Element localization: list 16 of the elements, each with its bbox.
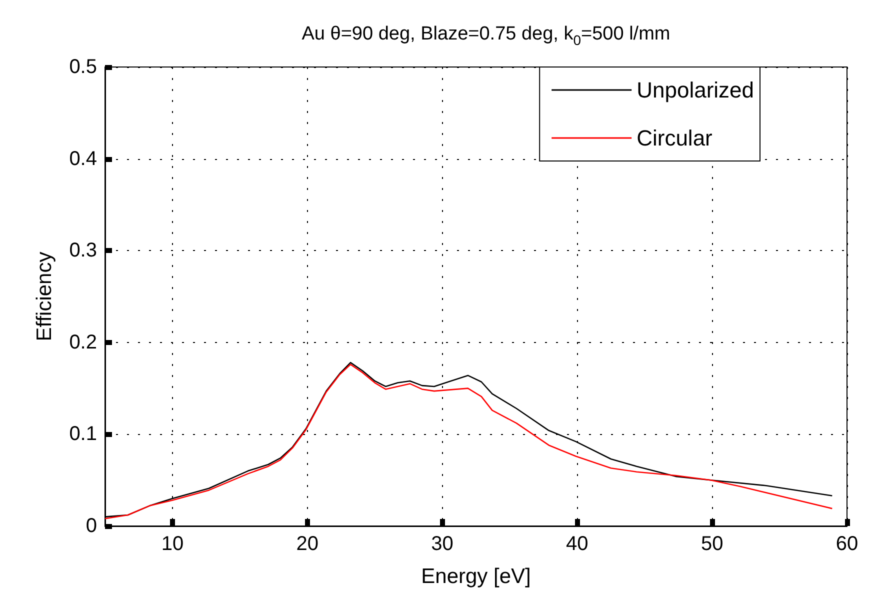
x-tick-label: 30 [431, 533, 454, 555]
y-tick-label: 0.2 [69, 331, 97, 354]
y-tick-label: 0.5 [69, 56, 97, 78]
y-tick-label: 0 [86, 515, 97, 537]
y-tick-label: 0.1 [69, 423, 97, 446]
x-tick-label: 60 [836, 533, 858, 555]
legend-label: Circular [636, 126, 712, 150]
x-tick-label: 50 [700, 533, 724, 555]
x-axis-title: Energy [eV] [421, 565, 531, 588]
y-tick-label: 0.4 [69, 148, 97, 170]
legend-label: Unpolarized [636, 78, 754, 102]
y-axis-title: Efficiency [33, 251, 56, 342]
y-tick-label: 0.3 [69, 240, 97, 262]
x-tick-label: 20 [296, 533, 318, 555]
x-tick-label: 10 [161, 533, 184, 555]
x-tick-label: 40 [566, 533, 588, 555]
